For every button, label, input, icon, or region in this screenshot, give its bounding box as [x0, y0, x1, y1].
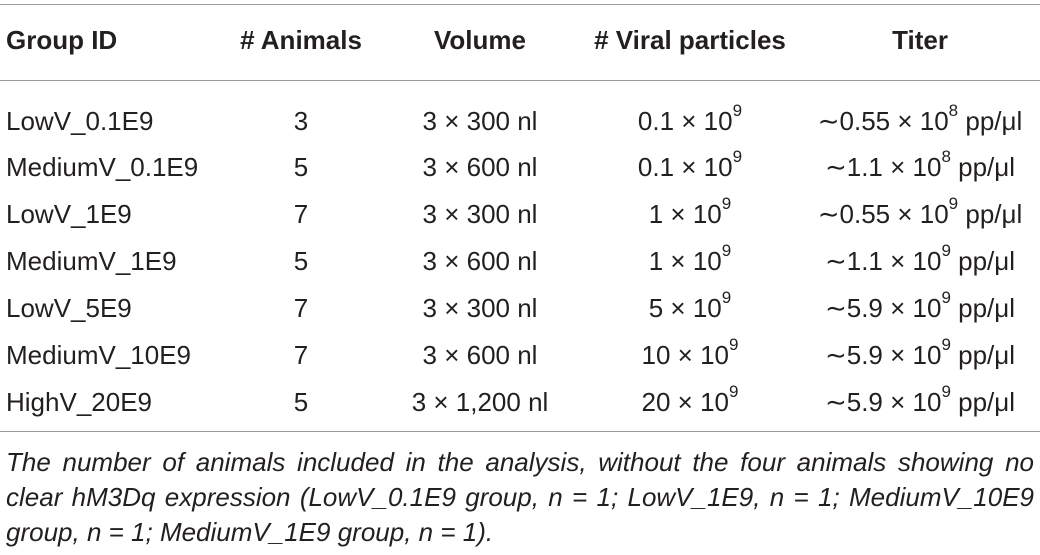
- table-row: MediumV_0.1E9 5 3 × 600 nl 0.1 × 109 ∼1.…: [0, 143, 1040, 190]
- titer-base: ∼5.9 × 10: [824, 339, 942, 370]
- cell-animals: 5: [293, 245, 309, 276]
- table-row: LowV_0.1E9 3 3 × 300 nl 0.1 × 109 ∼0.55 …: [0, 80, 1040, 143]
- cell-animals: 7: [293, 292, 309, 323]
- cell-viral-particles: 20 × 109: [580, 378, 800, 425]
- titer-exponent: 8: [941, 146, 951, 166]
- cell-volume: 3 × 600 nl: [422, 245, 538, 276]
- titer-base: ∼0.55 × 10: [817, 105, 949, 136]
- column-header-viral-particles: # Viral particles: [594, 25, 786, 55]
- particles-base: 5 × 10: [648, 292, 722, 323]
- bottom-rule: [0, 431, 1040, 432]
- particles-exponent: 9: [729, 334, 739, 354]
- titer-base: ∼0.55 × 10: [817, 198, 949, 229]
- cell-volume: 3 × 300 nl: [422, 105, 538, 136]
- titer-base: ∼5.9 × 10: [824, 386, 942, 417]
- table-row: HighV_20E9 5 3 × 1,200 nl 20 × 109 ∼5.9 …: [0, 378, 1040, 425]
- table-row: LowV_5E9 7 3 × 300 nl 5 × 109 ∼5.9 × 109…: [0, 284, 1040, 331]
- titer-base: ∼1.1 × 10: [824, 245, 942, 276]
- titer-exponent: 8: [948, 100, 959, 120]
- titer-unit: pp/μl: [950, 339, 1016, 370]
- cell-animals: 3: [293, 105, 309, 136]
- particles-exponent: 9: [729, 381, 739, 401]
- titer-exponent: 9: [941, 381, 951, 401]
- titer-unit: pp/μl: [958, 105, 1023, 136]
- cell-volume: 3 × 600 nl: [422, 339, 538, 370]
- cell-group-id: HighV_20E9: [6, 386, 152, 417]
- column-header-group-id: Group ID: [6, 25, 118, 55]
- cell-volume: 3 × 300 nl: [422, 292, 538, 323]
- header-row: Group ID # Animals Volume # Viral partic…: [0, 0, 1040, 80]
- particles-exponent: 9: [732, 100, 743, 120]
- cell-viral-particles: 10 × 109: [580, 331, 800, 378]
- particles-base: 1 × 10: [648, 198, 722, 229]
- cell-group-id: LowV_5E9: [6, 292, 132, 323]
- particles-exponent: 9: [732, 146, 743, 166]
- table-row: LowV_1E9 7 3 × 300 nl 1 × 109 ∼0.55 × 10…: [0, 190, 1040, 237]
- titer-unit: pp/μl: [958, 198, 1023, 229]
- particles-exponent: 9: [721, 193, 732, 213]
- particles-base: 0.1 × 10: [637, 105, 733, 136]
- cell-volume: 3 × 600 nl: [422, 151, 538, 182]
- cell-titer: ∼5.9 × 109 pp/μl: [800, 284, 1040, 331]
- particles-base: 0.1 × 10: [637, 151, 733, 182]
- cell-titer: ∼1.1 × 109 pp/μl: [800, 237, 1040, 284]
- titer-exponent: 9: [948, 193, 959, 213]
- table-row: MediumV_10E9 7 3 × 600 nl 10 × 109 ∼5.9 …: [0, 331, 1040, 378]
- cell-titer: ∼0.55 × 108 pp/μl: [800, 80, 1040, 143]
- titer-exponent: 9: [941, 240, 951, 260]
- cell-viral-particles: 0.1 × 109: [580, 143, 800, 190]
- particles-exponent: 9: [721, 240, 732, 260]
- top-rule: [0, 4, 1040, 5]
- particles-base: 10 × 10: [641, 339, 729, 370]
- column-header-titer: Titer: [892, 25, 948, 55]
- particles-exponent: 9: [721, 287, 732, 307]
- cell-volume: 3 × 1,200 nl: [411, 386, 549, 417]
- titer-base: ∼5.9 × 10: [824, 292, 942, 323]
- cell-group-id: LowV_1E9: [6, 198, 132, 229]
- particles-base: 1 × 10: [648, 245, 722, 276]
- column-header-animals: # Animals: [240, 25, 362, 55]
- titer-base: ∼1.1 × 10: [824, 151, 942, 182]
- titer-unit: pp/μl: [950, 386, 1016, 417]
- titer-unit: pp/μl: [950, 292, 1016, 323]
- cell-animals: 5: [293, 386, 309, 417]
- titer-unit: pp/μl: [950, 245, 1016, 276]
- cell-group-id: MediumV_1E9: [6, 245, 177, 276]
- cell-group-id: MediumV_0.1E9: [6, 151, 199, 182]
- cell-titer: ∼1.1 × 108 pp/μl: [800, 143, 1040, 190]
- cell-animals: 7: [293, 339, 309, 370]
- titer-exponent: 9: [941, 287, 951, 307]
- table-footnote: The number of animals included in the an…: [6, 447, 1034, 547]
- cell-viral-particles: 1 × 109: [580, 237, 800, 284]
- cell-titer: ∼5.9 × 109 pp/μl: [800, 331, 1040, 378]
- cell-group-id: LowV_0.1E9: [6, 105, 154, 136]
- cell-volume: 3 × 300 nl: [422, 198, 538, 229]
- data-table: Group ID # Animals Volume # Viral partic…: [0, 0, 1040, 425]
- cell-group-id: MediumV_10E9: [6, 339, 191, 370]
- cell-animals: 7: [293, 198, 309, 229]
- cell-titer: ∼0.55 × 109 pp/μl: [800, 190, 1040, 237]
- titer-exponent: 9: [941, 334, 951, 354]
- cell-titer: ∼5.9 × 109 pp/μl: [800, 378, 1040, 425]
- cell-viral-particles: 5 × 109: [580, 284, 800, 331]
- header-rule: [0, 80, 1040, 81]
- table-row: MediumV_1E9 5 3 × 600 nl 1 × 109 ∼1.1 × …: [0, 237, 1040, 284]
- particles-base: 20 × 10: [641, 386, 729, 417]
- column-header-volume: Volume: [434, 25, 526, 55]
- cell-viral-particles: 0.1 × 109: [580, 80, 800, 143]
- cell-animals: 5: [293, 151, 309, 182]
- titer-unit: pp/μl: [950, 151, 1016, 182]
- cell-viral-particles: 1 × 109: [580, 190, 800, 237]
